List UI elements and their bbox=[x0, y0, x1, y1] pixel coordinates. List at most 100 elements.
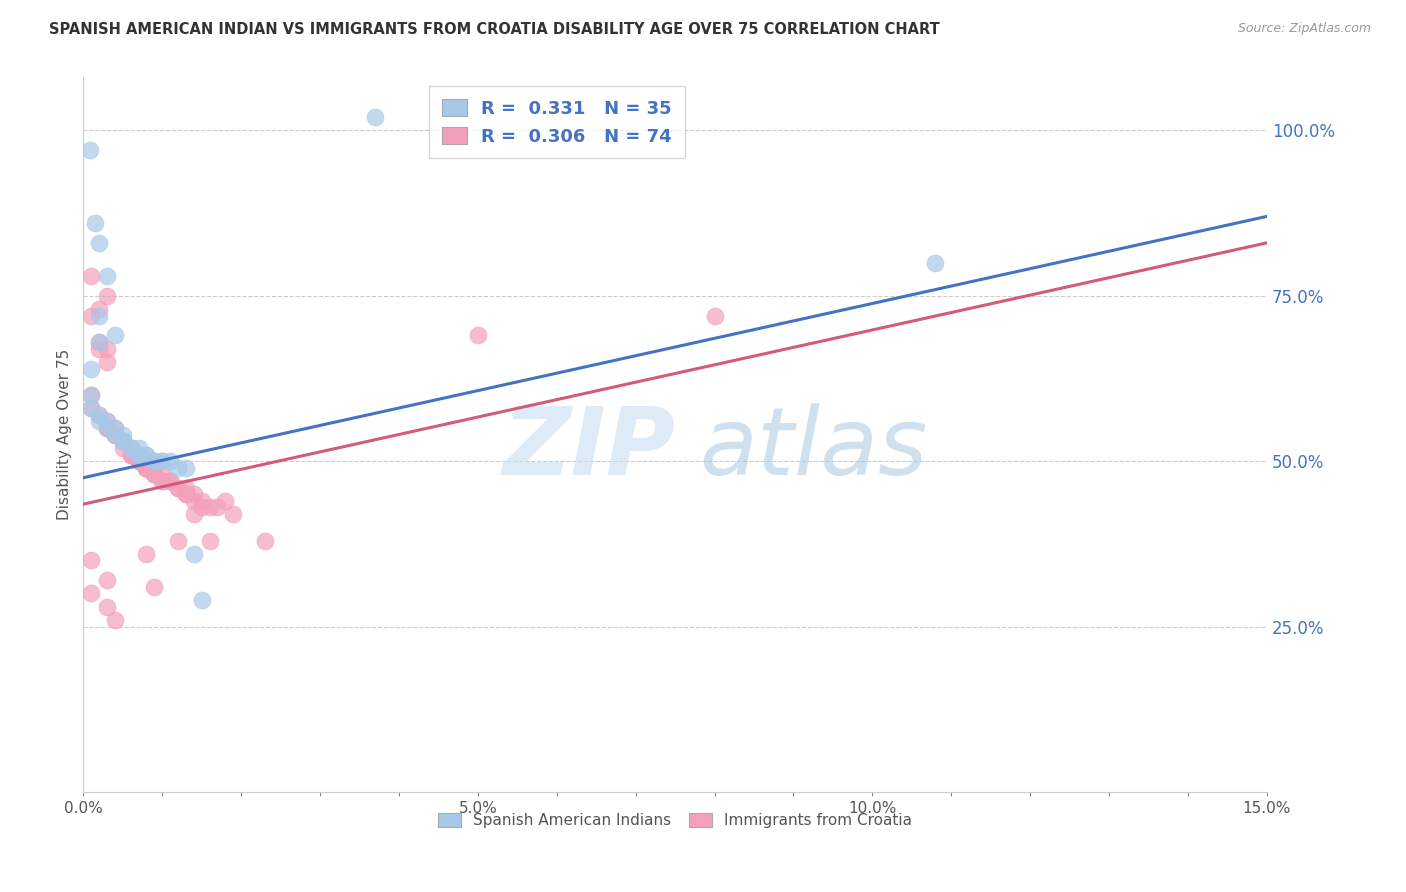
Point bbox=[87, 309, 110, 323]
Point bbox=[104, 613, 127, 627]
Point bbox=[135, 454, 157, 468]
Point bbox=[104, 427, 127, 442]
Point bbox=[111, 434, 134, 449]
Point bbox=[87, 408, 110, 422]
Point bbox=[111, 434, 134, 449]
Point bbox=[467, 328, 489, 343]
Point bbox=[183, 487, 205, 501]
Point bbox=[96, 268, 118, 283]
Text: SPANISH AMERICAN INDIAN VS IMMIGRANTS FROM CROATIA DISABILITY AGE OVER 75 CORREL: SPANISH AMERICAN INDIAN VS IMMIGRANTS FR… bbox=[49, 22, 941, 37]
Point bbox=[167, 460, 190, 475]
Point bbox=[150, 474, 173, 488]
Point bbox=[120, 448, 142, 462]
Text: atlas: atlas bbox=[699, 403, 927, 494]
Point bbox=[183, 507, 205, 521]
Point bbox=[159, 474, 181, 488]
Point bbox=[159, 454, 181, 468]
Point bbox=[167, 481, 190, 495]
Point bbox=[104, 328, 127, 343]
Point bbox=[80, 268, 103, 283]
Point bbox=[96, 421, 118, 435]
Point bbox=[150, 467, 173, 482]
Point bbox=[135, 547, 157, 561]
Point bbox=[80, 401, 103, 416]
Point bbox=[80, 388, 103, 402]
Point bbox=[96, 574, 118, 588]
Point bbox=[167, 533, 190, 548]
Point bbox=[183, 547, 205, 561]
Point bbox=[128, 454, 150, 468]
Point bbox=[207, 500, 229, 515]
Point bbox=[159, 474, 181, 488]
Y-axis label: Disability Age Over 75: Disability Age Over 75 bbox=[58, 349, 72, 520]
Point bbox=[128, 448, 150, 462]
Point bbox=[128, 441, 150, 455]
Legend: Spanish American Indians, Immigrants from Croatia: Spanish American Indians, Immigrants fro… bbox=[432, 807, 918, 834]
Point bbox=[183, 494, 205, 508]
Point bbox=[135, 460, 157, 475]
Point bbox=[174, 487, 197, 501]
Point bbox=[222, 507, 245, 521]
Point bbox=[79, 143, 101, 157]
Point bbox=[104, 427, 127, 442]
Point bbox=[104, 427, 127, 442]
Point bbox=[111, 427, 134, 442]
Point bbox=[167, 481, 190, 495]
Point bbox=[87, 334, 110, 349]
Point bbox=[120, 441, 142, 455]
Point bbox=[96, 289, 118, 303]
Point bbox=[128, 448, 150, 462]
Point bbox=[120, 441, 142, 455]
Text: Source: ZipAtlas.com: Source: ZipAtlas.com bbox=[1237, 22, 1371, 36]
Point bbox=[190, 494, 212, 508]
Text: ZIP: ZIP bbox=[502, 403, 675, 495]
Point bbox=[87, 334, 110, 349]
Point bbox=[135, 448, 157, 462]
Point bbox=[128, 454, 150, 468]
Point bbox=[174, 460, 197, 475]
Point bbox=[96, 421, 118, 435]
Point bbox=[96, 414, 118, 428]
Point bbox=[174, 487, 197, 501]
Point bbox=[104, 421, 127, 435]
Point bbox=[87, 301, 110, 316]
Point bbox=[198, 500, 221, 515]
Point bbox=[924, 255, 946, 269]
Point bbox=[143, 467, 166, 482]
Point bbox=[143, 467, 166, 482]
Point bbox=[703, 309, 725, 323]
Point bbox=[96, 355, 118, 369]
Point bbox=[135, 460, 157, 475]
Point bbox=[120, 448, 142, 462]
Point bbox=[80, 401, 103, 416]
Point bbox=[190, 500, 212, 515]
Point bbox=[87, 414, 110, 428]
Point bbox=[87, 408, 110, 422]
Point bbox=[214, 494, 236, 508]
Point bbox=[84, 216, 107, 230]
Point bbox=[111, 434, 134, 449]
Point bbox=[150, 454, 173, 468]
Point bbox=[143, 454, 166, 468]
Point bbox=[135, 460, 157, 475]
Point bbox=[143, 580, 166, 594]
Point bbox=[87, 342, 110, 356]
Point bbox=[174, 481, 197, 495]
Point bbox=[128, 454, 150, 468]
Point bbox=[143, 467, 166, 482]
Point bbox=[120, 441, 142, 455]
Point bbox=[253, 533, 276, 548]
Point bbox=[198, 533, 221, 548]
Point bbox=[143, 460, 166, 475]
Point bbox=[80, 309, 103, 323]
Point bbox=[96, 414, 118, 428]
Point bbox=[364, 110, 387, 124]
Point bbox=[80, 388, 103, 402]
Point bbox=[80, 553, 103, 567]
Point bbox=[80, 586, 103, 600]
Point bbox=[111, 441, 134, 455]
Point bbox=[120, 441, 142, 455]
Point bbox=[96, 599, 118, 614]
Point bbox=[87, 235, 110, 250]
Point bbox=[135, 454, 157, 468]
